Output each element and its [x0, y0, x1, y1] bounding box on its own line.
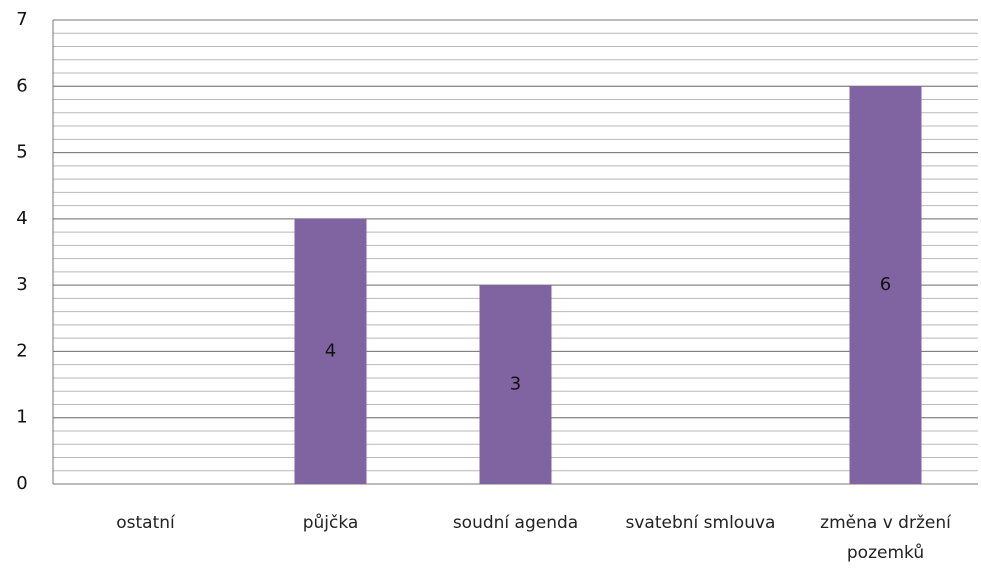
x-tick-label: svatební smlouva: [625, 513, 776, 533]
y-tick-label: 5: [16, 142, 27, 163]
data-label: 3: [510, 374, 521, 395]
bar: [294, 218, 367, 484]
x-tick-label: ostatní: [116, 513, 175, 533]
y-tick-label: 3: [16, 274, 27, 295]
x-tick-label: půjčka: [302, 513, 359, 533]
data-label: 4: [325, 340, 336, 361]
y-tick-label: 6: [16, 75, 27, 96]
y-tick-label: 4: [16, 208, 27, 229]
y-tick-label: 2: [16, 340, 27, 361]
bar: [849, 86, 922, 485]
y-tick-label: 1: [16, 407, 27, 428]
y-tick-label: 0: [16, 473, 27, 494]
data-label: 6: [880, 274, 891, 295]
x-tick-label: změna v držení pozemků: [820, 513, 951, 563]
x-tick-label: soudní agenda: [452, 513, 579, 533]
y-tick-label: 7: [16, 9, 27, 30]
bar: [479, 285, 552, 484]
